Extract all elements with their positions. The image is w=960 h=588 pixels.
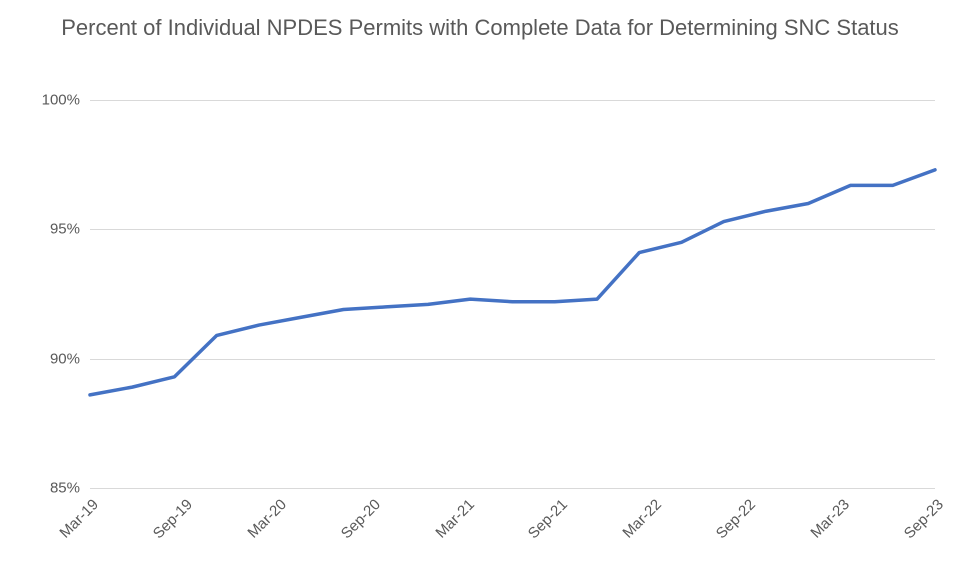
plot-area: 85%90%95%100%Mar-19Sep-19Mar-20Sep-20Mar…: [90, 100, 935, 488]
y-tick-label: 85%: [50, 480, 80, 497]
series-line: [90, 100, 935, 488]
y-tick-label: 100%: [42, 92, 80, 109]
y-tick-label: 95%: [50, 221, 80, 238]
x-tick-label: Mar-21: [432, 496, 478, 542]
x-tick-label: Sep-20: [337, 496, 383, 542]
x-tick-label: Mar-19: [56, 496, 102, 542]
gridline: [90, 488, 935, 489]
line-chart: Percent of Individual NPDES Permits with…: [0, 0, 960, 588]
x-tick-label: Sep-23: [901, 496, 947, 542]
x-tick-label: Sep-21: [525, 496, 571, 542]
y-tick-label: 90%: [50, 350, 80, 367]
x-tick-label: Sep-22: [713, 496, 759, 542]
x-tick-label: Mar-20: [244, 496, 290, 542]
x-tick-label: Mar-22: [620, 496, 666, 542]
chart-title: Percent of Individual NPDES Permits with…: [0, 0, 960, 42]
x-tick-label: Sep-19: [150, 496, 196, 542]
x-tick-label: Mar-23: [808, 496, 854, 542]
